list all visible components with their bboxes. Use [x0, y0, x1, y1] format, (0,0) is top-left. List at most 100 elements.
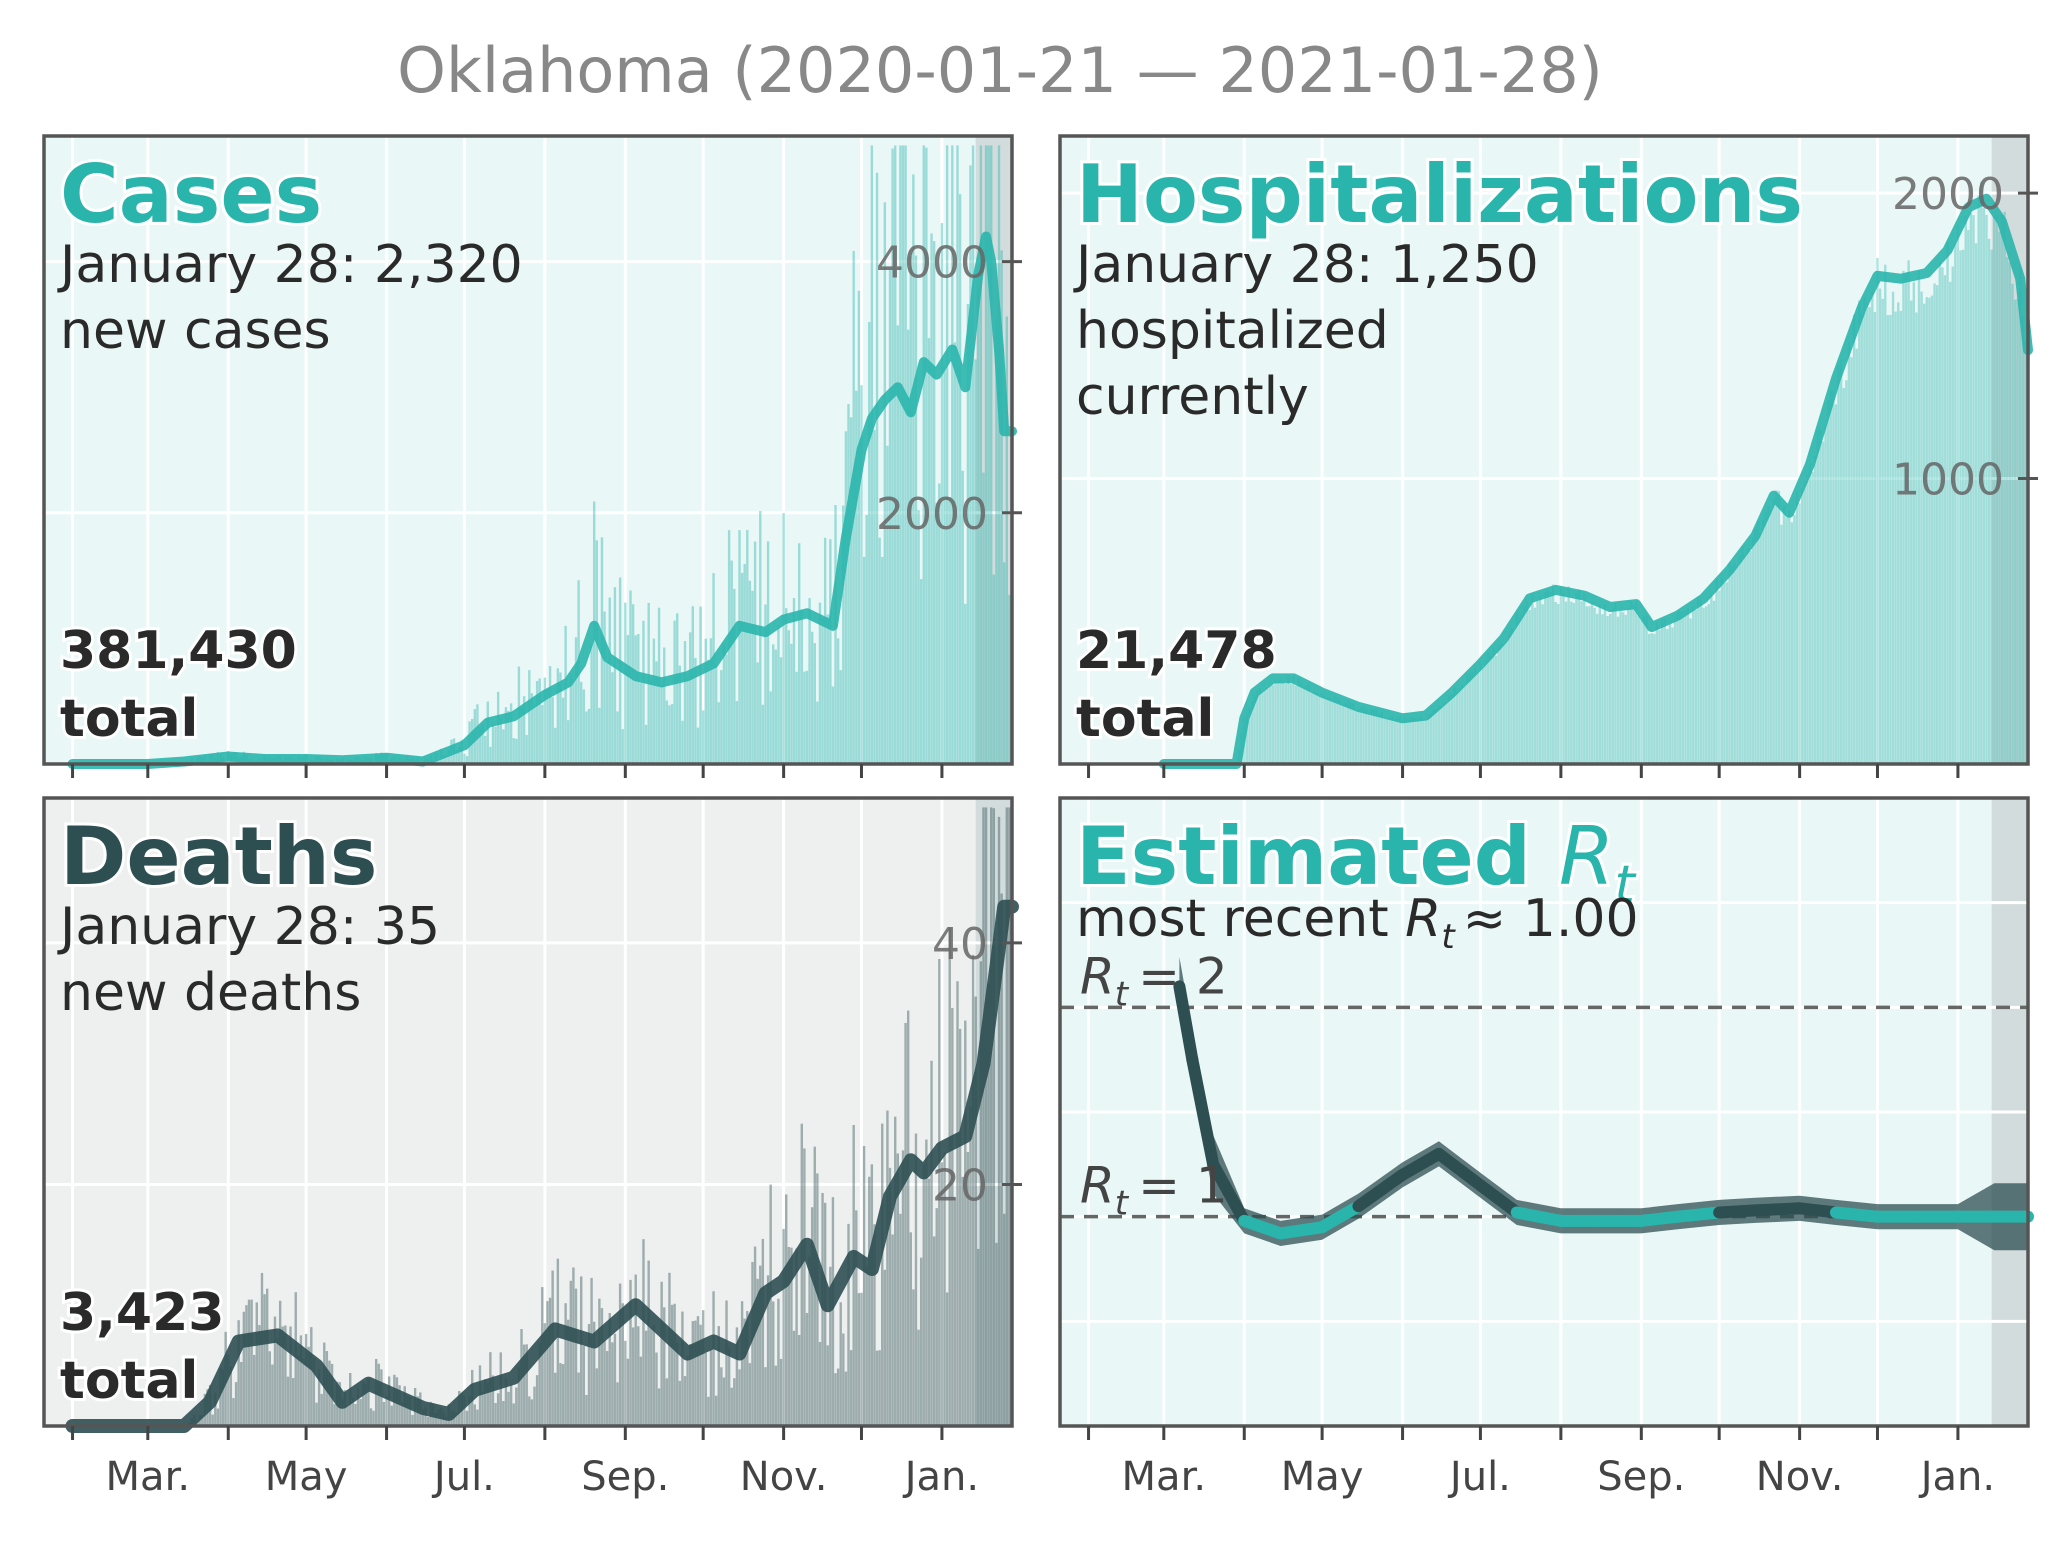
daily-bar [1922, 303, 1926, 764]
daily-bar [699, 606, 702, 764]
daily-bar [1619, 611, 1622, 764]
daily-bar [733, 588, 736, 764]
daily-bar [1891, 291, 1895, 764]
daily-bar [984, 807, 988, 1426]
daily-bar [1453, 687, 1456, 764]
daily-bar [777, 1298, 780, 1426]
daily-bar [1632, 604, 1635, 764]
daily-bar [790, 643, 793, 764]
daily-bar [554, 1372, 557, 1426]
daily-bar [673, 1303, 676, 1426]
daily-bar [842, 505, 845, 764]
daily-bar [437, 759, 440, 764]
daily-bar [1860, 312, 1864, 764]
x-tick-label: Mar. [106, 1454, 191, 1500]
daily-bar [1832, 391, 1835, 764]
daily-bar [1899, 310, 1903, 764]
daily-bar [1834, 404, 1838, 764]
daily-bar [242, 1311, 246, 1426]
daily-bar [1005, 807, 1009, 1426]
daily-bar [797, 1334, 801, 1426]
daily-bar [538, 678, 541, 764]
x-tick-label: Sep. [581, 1454, 669, 1500]
daily-bar [1723, 582, 1726, 764]
daily-bar [886, 445, 889, 764]
daily-bar [1777, 490, 1781, 764]
daily-bar [268, 1351, 271, 1426]
panel-title: Hospitalizations [1076, 148, 1803, 241]
daily-bar [720, 670, 723, 764]
daily-bar [805, 670, 809, 764]
daily-bar [1302, 687, 1306, 764]
daily-bar [1567, 586, 1570, 764]
rt-line-segment [1510, 1206, 1567, 1227]
daily-bar [580, 681, 583, 764]
daily-bar [354, 1403, 357, 1426]
daily-bar [688, 632, 692, 764]
panel-frame [42, 134, 1014, 766]
daily-bar [836, 638, 840, 764]
daily-bar [1751, 537, 1755, 764]
daily-bar [1801, 488, 1804, 764]
daily-bar [1990, 249, 1993, 764]
daily-bar [888, 269, 892, 764]
daily-bar [1411, 717, 1415, 764]
daily-bar [1284, 683, 1287, 764]
daily-bar [1383, 716, 1386, 764]
daily-bar [772, 1301, 775, 1426]
daily-bar [528, 1396, 531, 1426]
daily-bar [922, 1164, 925, 1426]
daily-bar [855, 390, 858, 764]
daily-bar [904, 1022, 907, 1426]
daily-bar [1645, 615, 1648, 764]
daily-bar [714, 664, 718, 764]
daily-bar [1256, 690, 1259, 764]
daily-bar [909, 256, 912, 764]
daily-bar [681, 720, 684, 764]
daily-bar [1956, 224, 1960, 765]
daily-bar [297, 1355, 300, 1426]
daily-bar [1523, 605, 1526, 764]
daily-bar [216, 1408, 220, 1426]
daily-bar [665, 1378, 669, 1426]
daily-bar [917, 1329, 920, 1426]
daily-bar [1289, 684, 1293, 764]
daily-bar [1570, 601, 1573, 764]
daily-bar [655, 661, 658, 764]
daily-bar [852, 1124, 855, 1426]
y-tick-label: 2000 [876, 489, 988, 540]
daily-bar [906, 1010, 910, 1426]
daily-bar [1865, 302, 1869, 764]
daily-bar [1269, 686, 1272, 764]
daily-bar [1352, 703, 1355, 764]
daily-bar [1920, 291, 1923, 764]
daily-bar [725, 654, 728, 764]
rt-line-segment [1352, 1168, 1409, 1213]
daily-bar [538, 1342, 541, 1426]
daily-bar [211, 1414, 214, 1426]
daily-bar [494, 726, 497, 764]
daily-bar [1756, 521, 1760, 764]
daily-bar [766, 1275, 770, 1426]
daily-bar [502, 729, 505, 764]
daily-bar [1889, 314, 1892, 764]
daily-bar [717, 702, 720, 764]
daily-bar [1730, 566, 1734, 764]
daily-bar [873, 1224, 876, 1426]
panel-subtitle-line2: hospitalized [1076, 301, 1389, 361]
daily-bar [1531, 594, 1534, 764]
daily-bar [1746, 547, 1749, 764]
daily-bar [800, 609, 803, 764]
daily-bar [250, 1299, 253, 1426]
daily-bar [512, 738, 515, 764]
daily-bar [1627, 609, 1630, 764]
daily-bar [515, 738, 518, 764]
daily-bar [1969, 213, 1973, 765]
y-tick-label: 4000 [876, 238, 988, 289]
daily-bar [740, 1301, 744, 1426]
daily-bar [753, 541, 757, 764]
daily-bar [616, 711, 619, 764]
daily-bar [1855, 348, 1858, 764]
daily-bar [935, 1208, 938, 1426]
daily-bar [1668, 624, 1672, 764]
